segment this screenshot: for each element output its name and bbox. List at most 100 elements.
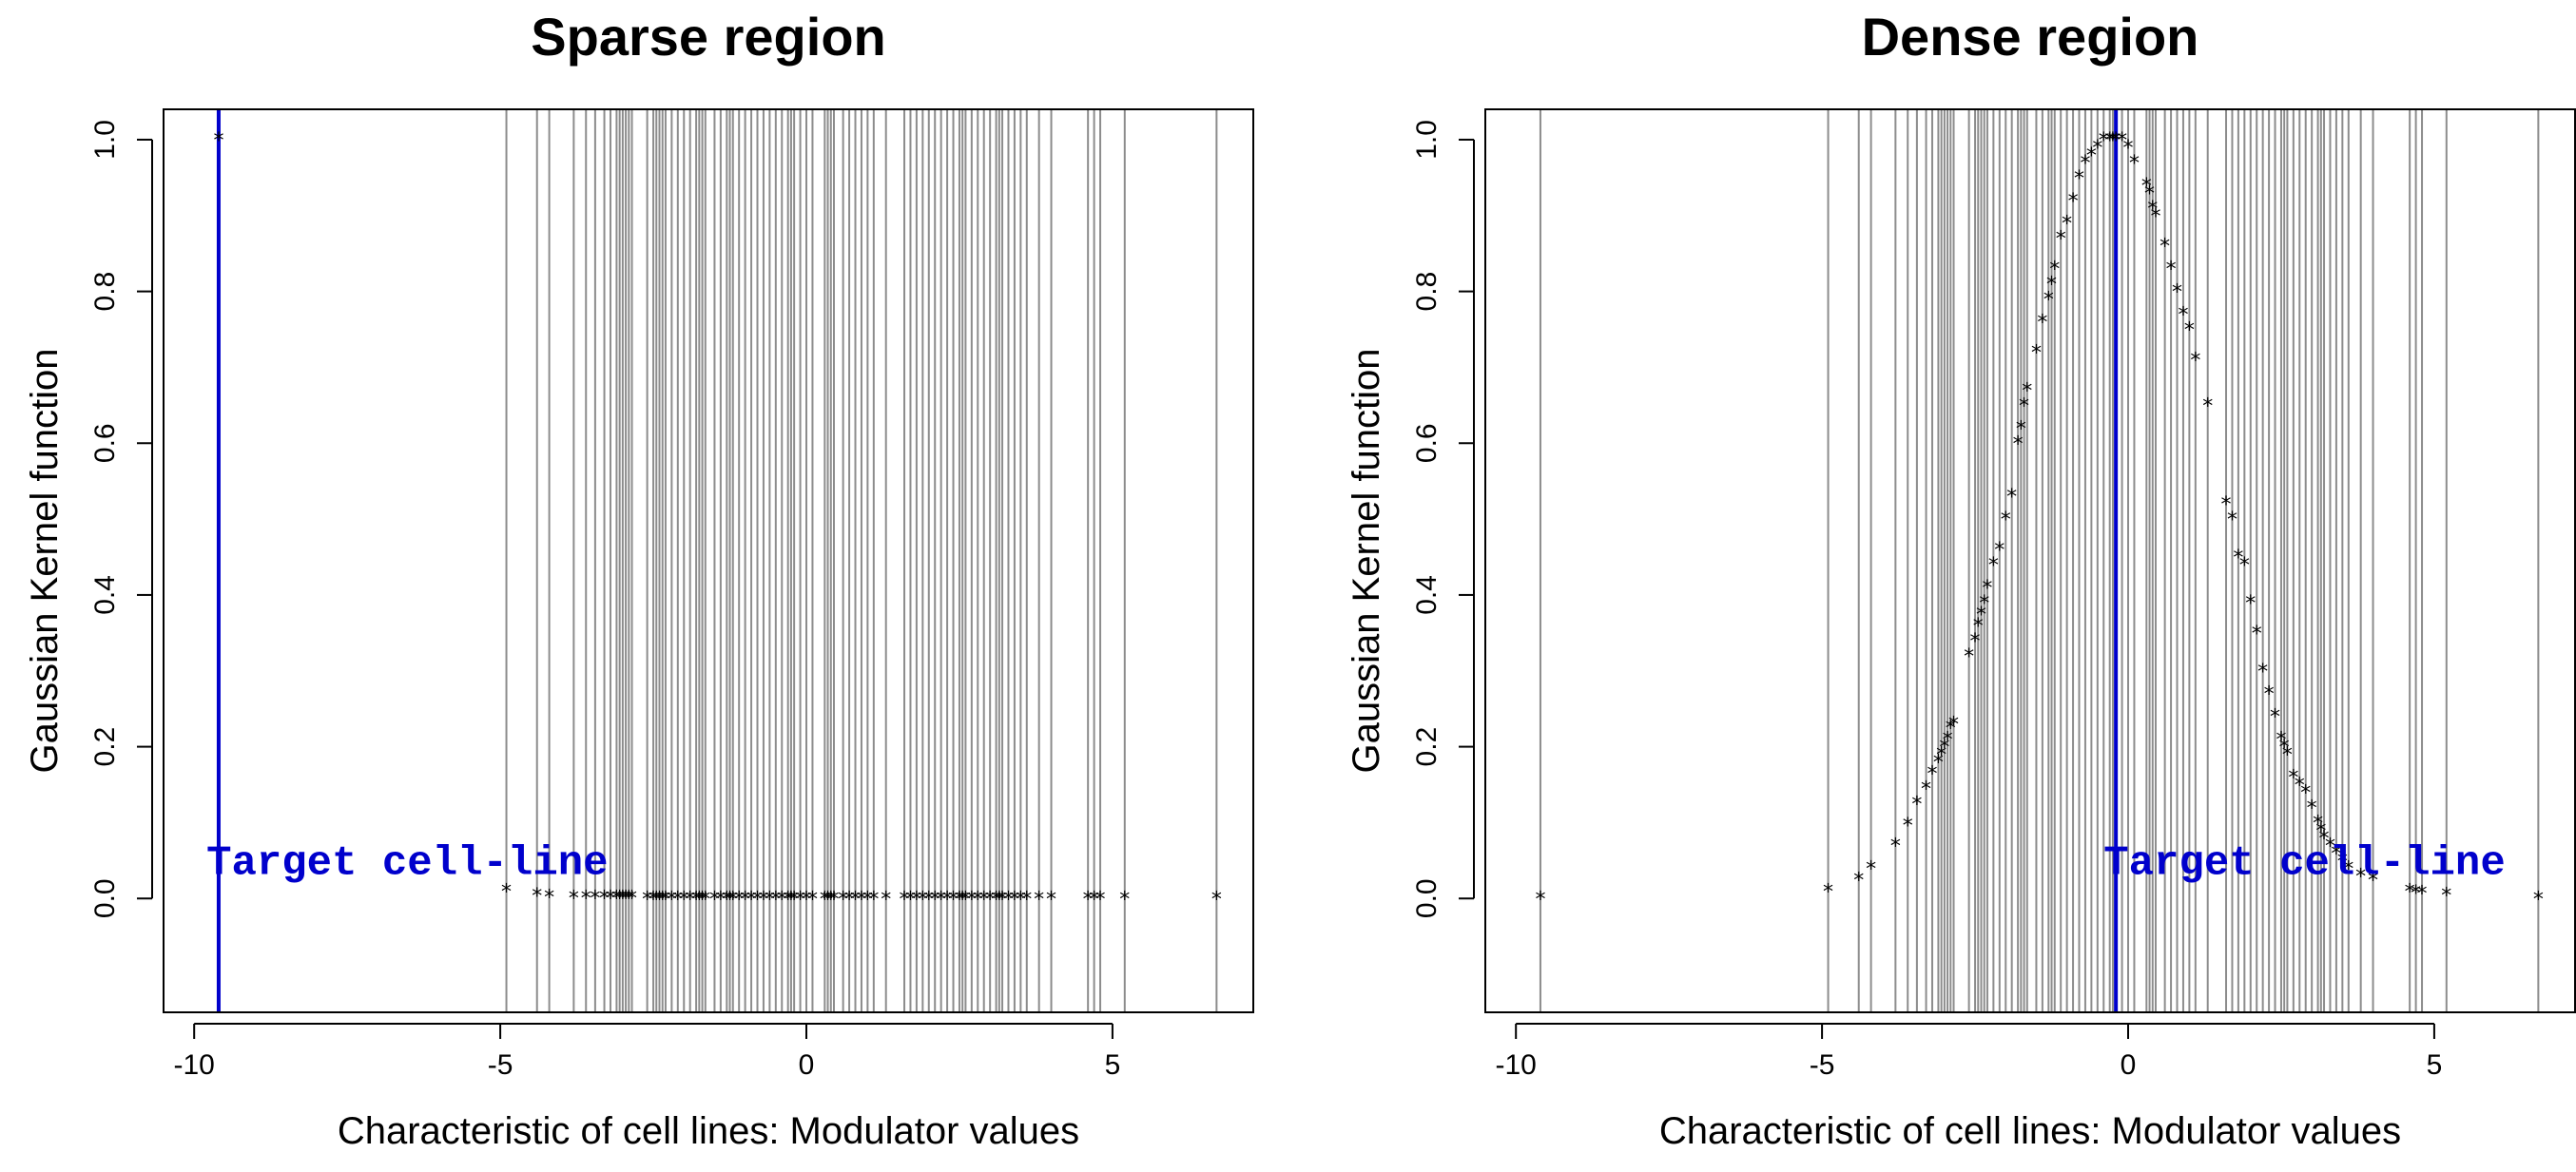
data-point: *: [784, 888, 797, 912]
data-point: *: [1889, 835, 1902, 858]
data-point: *: [2256, 661, 2269, 684]
data-point: *: [2005, 486, 2018, 509]
data-point: *: [782, 888, 794, 912]
plot-frame: [1484, 108, 2576, 1013]
data-point: *: [641, 888, 653, 912]
data-point: *: [2128, 152, 2140, 176]
data-point: *: [1987, 554, 2000, 578]
data-point: *: [699, 888, 711, 912]
data-point: *: [1938, 737, 1950, 760]
data-point: *: [959, 888, 972, 912]
x-tick-label: 5: [1105, 1049, 1121, 1081]
data-point: *: [543, 887, 555, 911]
data-point: *: [726, 888, 739, 912]
data-point: *: [837, 888, 849, 912]
data-point: *: [2036, 312, 2048, 336]
data-point: *: [2164, 259, 2177, 282]
data-point: *: [656, 888, 668, 912]
data-point: *: [769, 888, 782, 912]
y-tick-label: 0.8: [89, 272, 121, 312]
data-point: *: [2073, 167, 2085, 191]
data-point: *: [1865, 857, 1877, 881]
data-point: *: [978, 888, 990, 912]
data-point: *: [1020, 888, 1033, 912]
data-point: *: [2000, 509, 2012, 532]
data-point: *: [2226, 509, 2238, 532]
x-tick-label: -5: [1810, 1049, 1835, 1081]
data-point: *: [2299, 781, 2312, 805]
data-point: *: [824, 888, 837, 912]
x-axis-label: Characteristic of cell lines: Modulator …: [338, 1110, 1079, 1152]
data-point: *: [2275, 729, 2287, 753]
data-point: *: [800, 888, 812, 912]
data-point: *: [1910, 793, 1923, 817]
y-tick-label: 0.0: [1411, 878, 1443, 918]
y-tick-label: 0.2: [1411, 727, 1443, 767]
dense-region-panel: Dense region* * * *************************…: [1346, 7, 2576, 1152]
data-point: *: [1947, 714, 1960, 738]
data-point: *: [2532, 888, 2545, 912]
data-point: *: [2324, 835, 2336, 858]
data-point: *: [745, 888, 757, 912]
data-point: *: [1968, 630, 1981, 654]
x-tick-label: -5: [488, 1049, 513, 1081]
y-tick-label: 0.4: [1411, 575, 1443, 615]
data-point: *: [2317, 827, 2330, 851]
data-point: *: [2232, 547, 2244, 570]
data-point: *: [764, 888, 776, 912]
data-point: *: [898, 888, 910, 912]
data-point: *: [2030, 341, 2043, 365]
data-point: *: [666, 888, 678, 912]
data-point: *: [2140, 175, 2153, 199]
data-point: *: [1088, 888, 1100, 912]
data-point: *: [724, 888, 736, 912]
data-point: *: [910, 888, 922, 912]
data-point: *: [2146, 198, 2159, 221]
data-point: *: [2336, 850, 2349, 874]
data-point: *: [2055, 228, 2067, 252]
data-point: *: [1015, 888, 1027, 912]
data-point: *: [653, 888, 666, 912]
data-point: *: [2015, 417, 2027, 441]
data-point: *: [819, 888, 831, 912]
data-point: *: [862, 888, 874, 912]
data-point: *: [1978, 592, 1990, 616]
y-tick-label: 0.0: [89, 878, 121, 918]
chart-title: Dense region: [1862, 7, 2199, 67]
data-point: *: [2103, 129, 2116, 153]
y-tick-label: 1.0: [1411, 120, 1443, 160]
data-point: *: [696, 888, 708, 912]
data-point: *: [616, 887, 629, 911]
data-point: *: [1981, 577, 1993, 601]
data-point: *: [2262, 683, 2275, 707]
data-point: *: [689, 888, 702, 912]
y-tick-label: 0.4: [89, 575, 121, 615]
data-point: *: [589, 887, 601, 911]
data-point: *: [2048, 259, 2061, 282]
x-tick-label: 5: [2427, 1049, 2443, 1081]
target-annotation: Target cell-line: [206, 839, 608, 887]
data-point: *: [751, 888, 764, 912]
data-point: *: [1002, 888, 1015, 912]
data-point: *: [2021, 379, 2033, 403]
data-point: *: [929, 888, 941, 912]
data-point: *: [733, 888, 746, 912]
data-point: *: [2294, 775, 2306, 798]
data-point: *: [1852, 869, 1865, 893]
data-point: *: [678, 888, 690, 912]
data-point: *: [935, 888, 947, 912]
data-point: *: [610, 887, 623, 911]
data-point: *: [2367, 869, 2379, 893]
data-point: *: [212, 129, 224, 153]
data-point: *: [1118, 888, 1131, 912]
data-point: *: [2121, 137, 2134, 161]
data-point: *: [953, 888, 965, 912]
data-point: *: [1963, 645, 1975, 669]
data-point: *: [2330, 842, 2342, 866]
data-point: *: [1008, 888, 1020, 912]
data-point: *: [613, 887, 626, 911]
data-point: *: [2281, 744, 2294, 768]
data-point: *: [947, 888, 959, 912]
data-point: *: [2043, 289, 2055, 313]
